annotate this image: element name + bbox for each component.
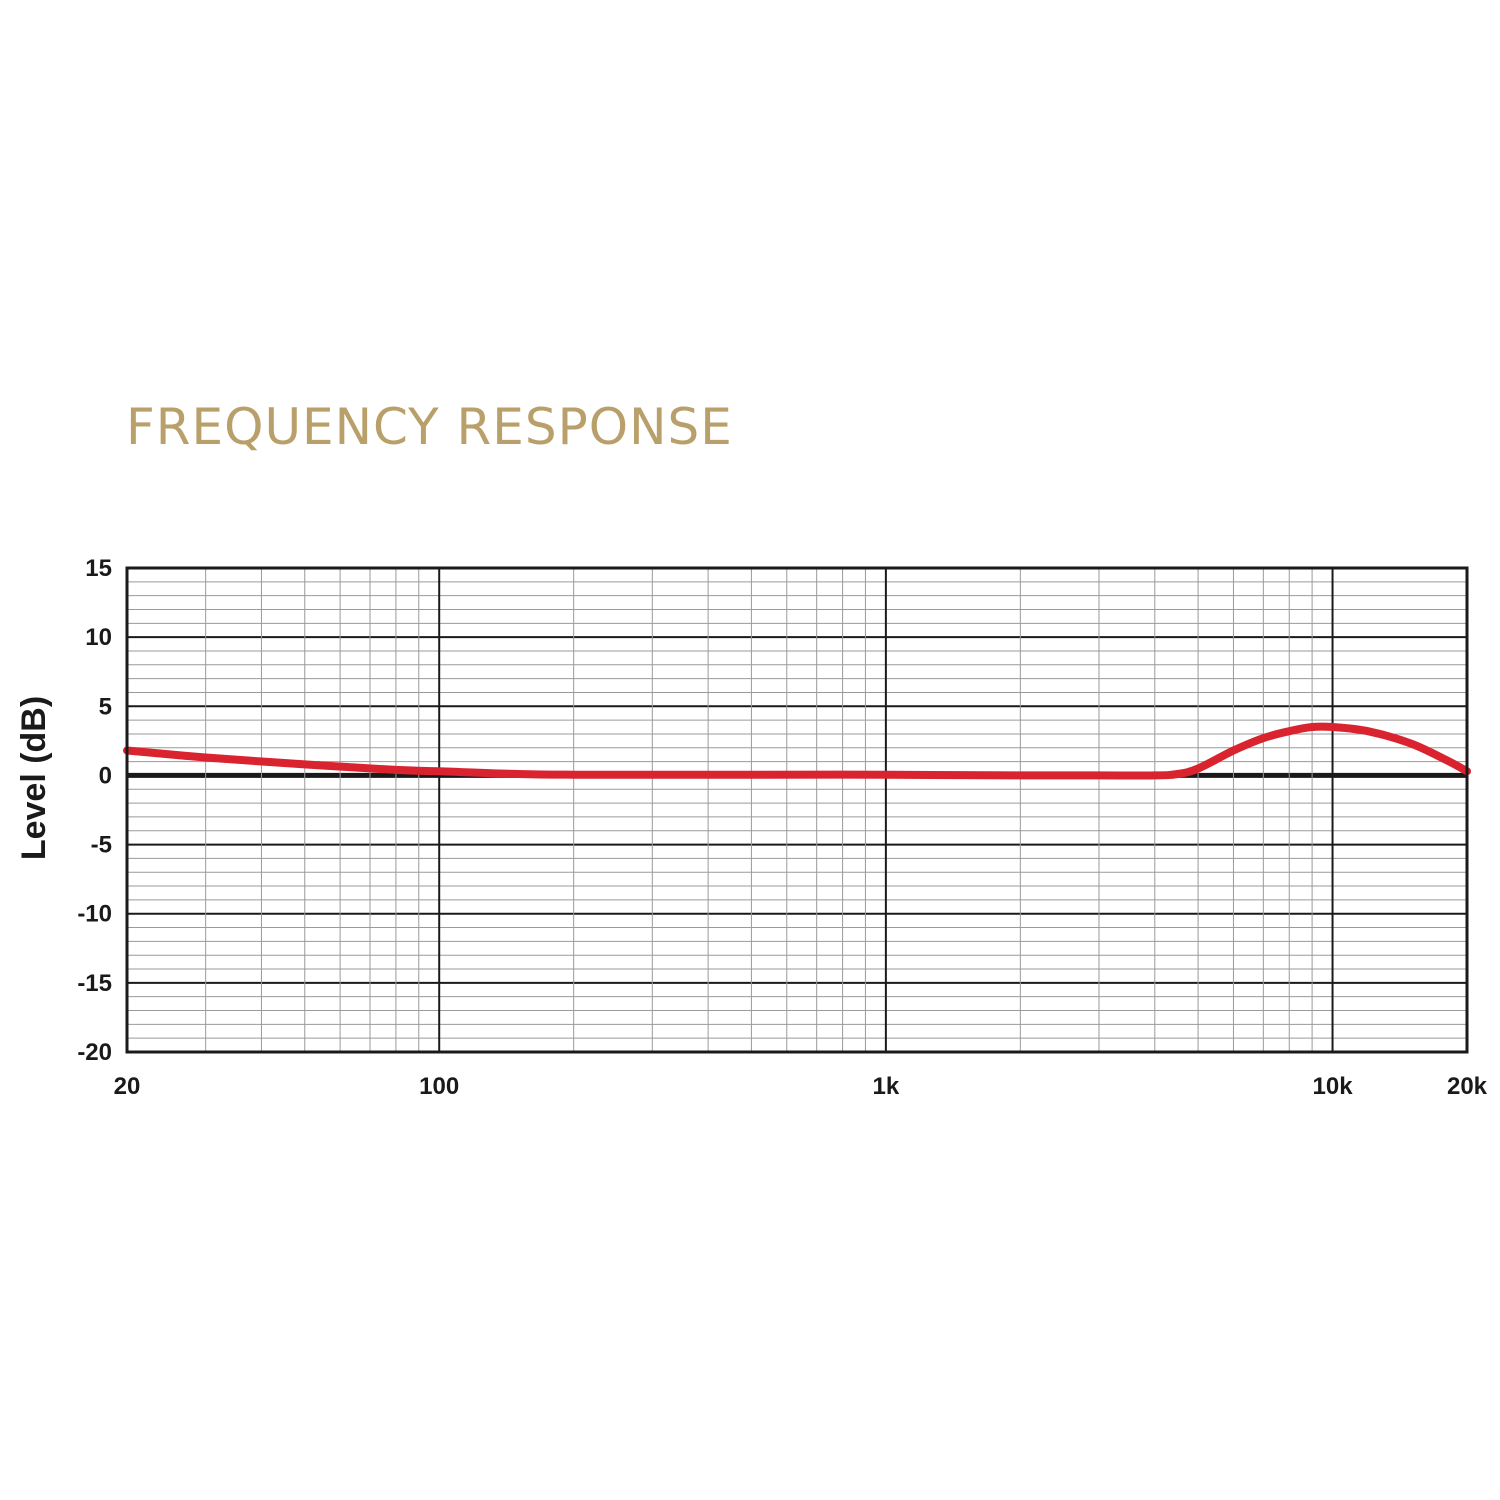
- y-tick-label: -10: [77, 901, 112, 928]
- y-tick-label: -5: [91, 832, 112, 859]
- chart-title: FREQUENCY RESPONSE: [126, 398, 733, 456]
- y-tick-label: -15: [77, 970, 112, 997]
- y-tick-label: 15: [85, 555, 112, 582]
- x-tick-label: 20k: [1447, 1073, 1488, 1100]
- y-tick-label: 0: [99, 762, 112, 789]
- series-line-0: [123, 722, 1471, 780]
- y-tick-label: 10: [85, 624, 112, 651]
- y-tick-label: 5: [99, 693, 112, 720]
- y-axis-label: Level (dB): [15, 696, 53, 860]
- x-tick-label: 100: [419, 1073, 459, 1100]
- x-tick-labels: 20 100 1k 10k 20k: [114, 1073, 1488, 1100]
- plot-frame: [125, 566, 1469, 1054]
- y-tick-labels: 15 10 5 0 -5 -10 -15 -20: [77, 555, 112, 1066]
- y-tick-label: -20: [77, 1039, 112, 1066]
- curve-layer: [123, 722, 1471, 780]
- grid: [127, 567, 1467, 1053]
- x-tick-label: 10k: [1313, 1073, 1354, 1100]
- x-tick-label: 1k: [873, 1073, 900, 1100]
- x-tick-label: 20: [114, 1073, 141, 1100]
